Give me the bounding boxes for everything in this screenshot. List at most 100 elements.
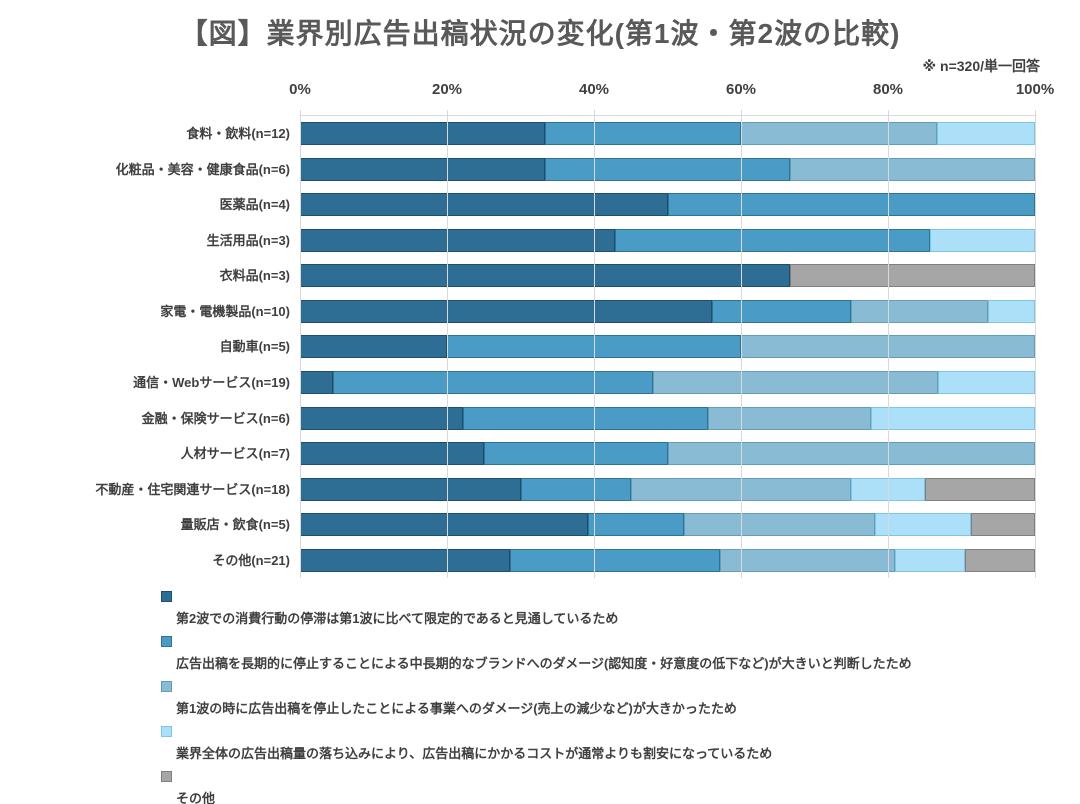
bar-segment bbox=[875, 513, 972, 537]
gridline bbox=[1035, 110, 1036, 578]
bar-segment bbox=[587, 513, 684, 537]
category-label: 医薬品(n=4) bbox=[219, 197, 290, 213]
category-label: 不動産・住宅関連サービス(n=18) bbox=[95, 481, 290, 497]
bar-segment bbox=[300, 264, 791, 288]
bar-segment bbox=[333, 370, 653, 394]
legend-swatch bbox=[161, 726, 172, 737]
stacked-bar bbox=[300, 513, 1035, 537]
bar-row bbox=[300, 294, 1035, 330]
stacked-bar bbox=[300, 228, 1035, 252]
bar-segment bbox=[720, 548, 896, 572]
stacked-bar bbox=[300, 335, 1035, 359]
stacked-bar bbox=[300, 299, 1035, 323]
stacked-bar bbox=[300, 157, 1035, 181]
bar-segment bbox=[965, 548, 1035, 572]
gridline bbox=[888, 110, 889, 578]
bar-segment bbox=[895, 548, 966, 572]
bar-segment bbox=[300, 122, 545, 146]
gridline bbox=[741, 110, 742, 578]
bar-row bbox=[300, 258, 1035, 294]
legend-item: 第2波での消費行動の停滞は第1波に比べて限定的であると見通しているため bbox=[161, 591, 912, 627]
bar-segment bbox=[300, 513, 588, 537]
x-axis-tick: 20% bbox=[431, 81, 463, 98]
gridline bbox=[447, 110, 448, 578]
legend-swatch bbox=[161, 681, 172, 692]
bar-segment bbox=[937, 370, 1035, 394]
bar-rows bbox=[300, 116, 1035, 578]
stacked-bar bbox=[300, 477, 1035, 501]
bar-segment bbox=[667, 193, 1035, 217]
bar-row bbox=[300, 187, 1035, 223]
category-label: 化粧品・美容・健康食品(n=6) bbox=[115, 161, 290, 177]
bar-segment bbox=[300, 548, 511, 572]
bar-segment bbox=[300, 157, 545, 181]
bar-segment bbox=[520, 477, 631, 501]
category-label: 生活用品(n=3) bbox=[206, 232, 290, 248]
stacked-bar bbox=[300, 193, 1035, 217]
legend-item: その他 bbox=[161, 771, 912, 804]
category-labels: 食料・飲料(n=12) 化粧品・美容・健康食品(n=6) 医薬品(n=4) 生活用品(… bbox=[58, 115, 290, 577]
bar-segment bbox=[652, 370, 938, 394]
gridline bbox=[594, 110, 595, 578]
category-label: 家電・電機製品(n=10) bbox=[160, 303, 290, 319]
stacked-bar bbox=[300, 122, 1035, 146]
legend-item: 業界全体の広告出稿量の落ち込みにより、広告出稿にかかるコストが通常よりも割安にな… bbox=[161, 726, 912, 762]
stacked-bar bbox=[300, 548, 1035, 572]
legend: 第2波での消費行動の停滞は第1波に比べて限定的であると見通しているため広告出稿を… bbox=[161, 591, 912, 804]
stacked-bar bbox=[300, 442, 1035, 466]
bar-segment bbox=[929, 228, 1035, 252]
bar-row bbox=[300, 471, 1035, 507]
bar-segment bbox=[740, 122, 938, 146]
category-label: 衣料品(n=3) bbox=[219, 268, 290, 284]
sample-size-note: ※ n=320/単一回答 bbox=[922, 58, 1040, 74]
x-axis: 0% 20% 40% 60% 80% 100% bbox=[289, 81, 1054, 101]
bar-segment bbox=[300, 477, 521, 501]
x-axis-tick: 80% bbox=[872, 81, 904, 98]
bar-row bbox=[300, 116, 1035, 152]
legend-item: 広告出稿を長期的に停止することによる中長期的なブランドへのダメージ(認知度・好意… bbox=[161, 636, 912, 672]
bar-segment bbox=[924, 477, 1035, 501]
bar-segment bbox=[711, 299, 852, 323]
legend-swatch bbox=[161, 591, 172, 602]
category-label: 量販店・飲食(n=5) bbox=[180, 517, 290, 533]
bar-row bbox=[300, 542, 1035, 578]
legend-item: 第1波の時に広告出稿を停止したことによる事業へのダメージ(売上の減少など)が大き… bbox=[161, 681, 912, 717]
legend-swatch bbox=[161, 771, 172, 782]
bar-segment bbox=[300, 228, 616, 252]
bar-segment bbox=[683, 513, 876, 537]
legend-label: 第1波の時に広告出稿を停止したことによる事業へのダメージ(売上の減少など)が大き… bbox=[176, 701, 737, 716]
bar-row bbox=[300, 436, 1035, 472]
legend-label: 第2波での消費行動の停滞は第1波に比べて限定的であると見通しているため bbox=[176, 611, 619, 626]
bar-segment bbox=[937, 122, 1035, 146]
bar-segment bbox=[790, 264, 1035, 288]
legend-label: 業界全体の広告出稿量の落ち込みにより、広告出稿にかかるコストが通常よりも割安にな… bbox=[176, 746, 773, 761]
bar-row bbox=[300, 152, 1035, 188]
bar-row bbox=[300, 223, 1035, 259]
category-label: 金融・保険サービス(n=6) bbox=[141, 410, 290, 426]
bar-segment bbox=[300, 193, 668, 217]
stacked-bar bbox=[300, 406, 1035, 430]
legend-swatch bbox=[161, 636, 172, 647]
bar-segment bbox=[300, 335, 447, 359]
category-label: 通信・Webサービス(n=19) bbox=[133, 374, 290, 390]
x-axis-tick: 0% bbox=[289, 81, 311, 98]
bar-segment bbox=[483, 442, 668, 466]
bar-segment bbox=[300, 370, 334, 394]
page-title: 【図】業界別広告出稿状況の変化(第1波・第2波の比較) bbox=[179, 18, 901, 49]
plot-area bbox=[300, 110, 1036, 578]
bar-segment bbox=[667, 442, 1035, 466]
bar-segment bbox=[615, 228, 930, 252]
x-axis-tick: 100% bbox=[1015, 81, 1055, 98]
bar-segment bbox=[871, 406, 1035, 430]
bar-row bbox=[300, 365, 1035, 401]
legend-label: 広告出稿を長期的に停止することによる中長期的なブランドへのダメージ(認知度・好意… bbox=[176, 656, 912, 671]
bar-segment bbox=[789, 157, 1035, 181]
bar-segment bbox=[510, 548, 721, 572]
category-label: その他(n=21) bbox=[212, 552, 290, 568]
bar-segment bbox=[851, 299, 988, 323]
bar-row bbox=[300, 507, 1035, 543]
bar-segment bbox=[707, 406, 872, 430]
bar-segment bbox=[971, 513, 1035, 537]
bar-segment bbox=[463, 406, 708, 430]
